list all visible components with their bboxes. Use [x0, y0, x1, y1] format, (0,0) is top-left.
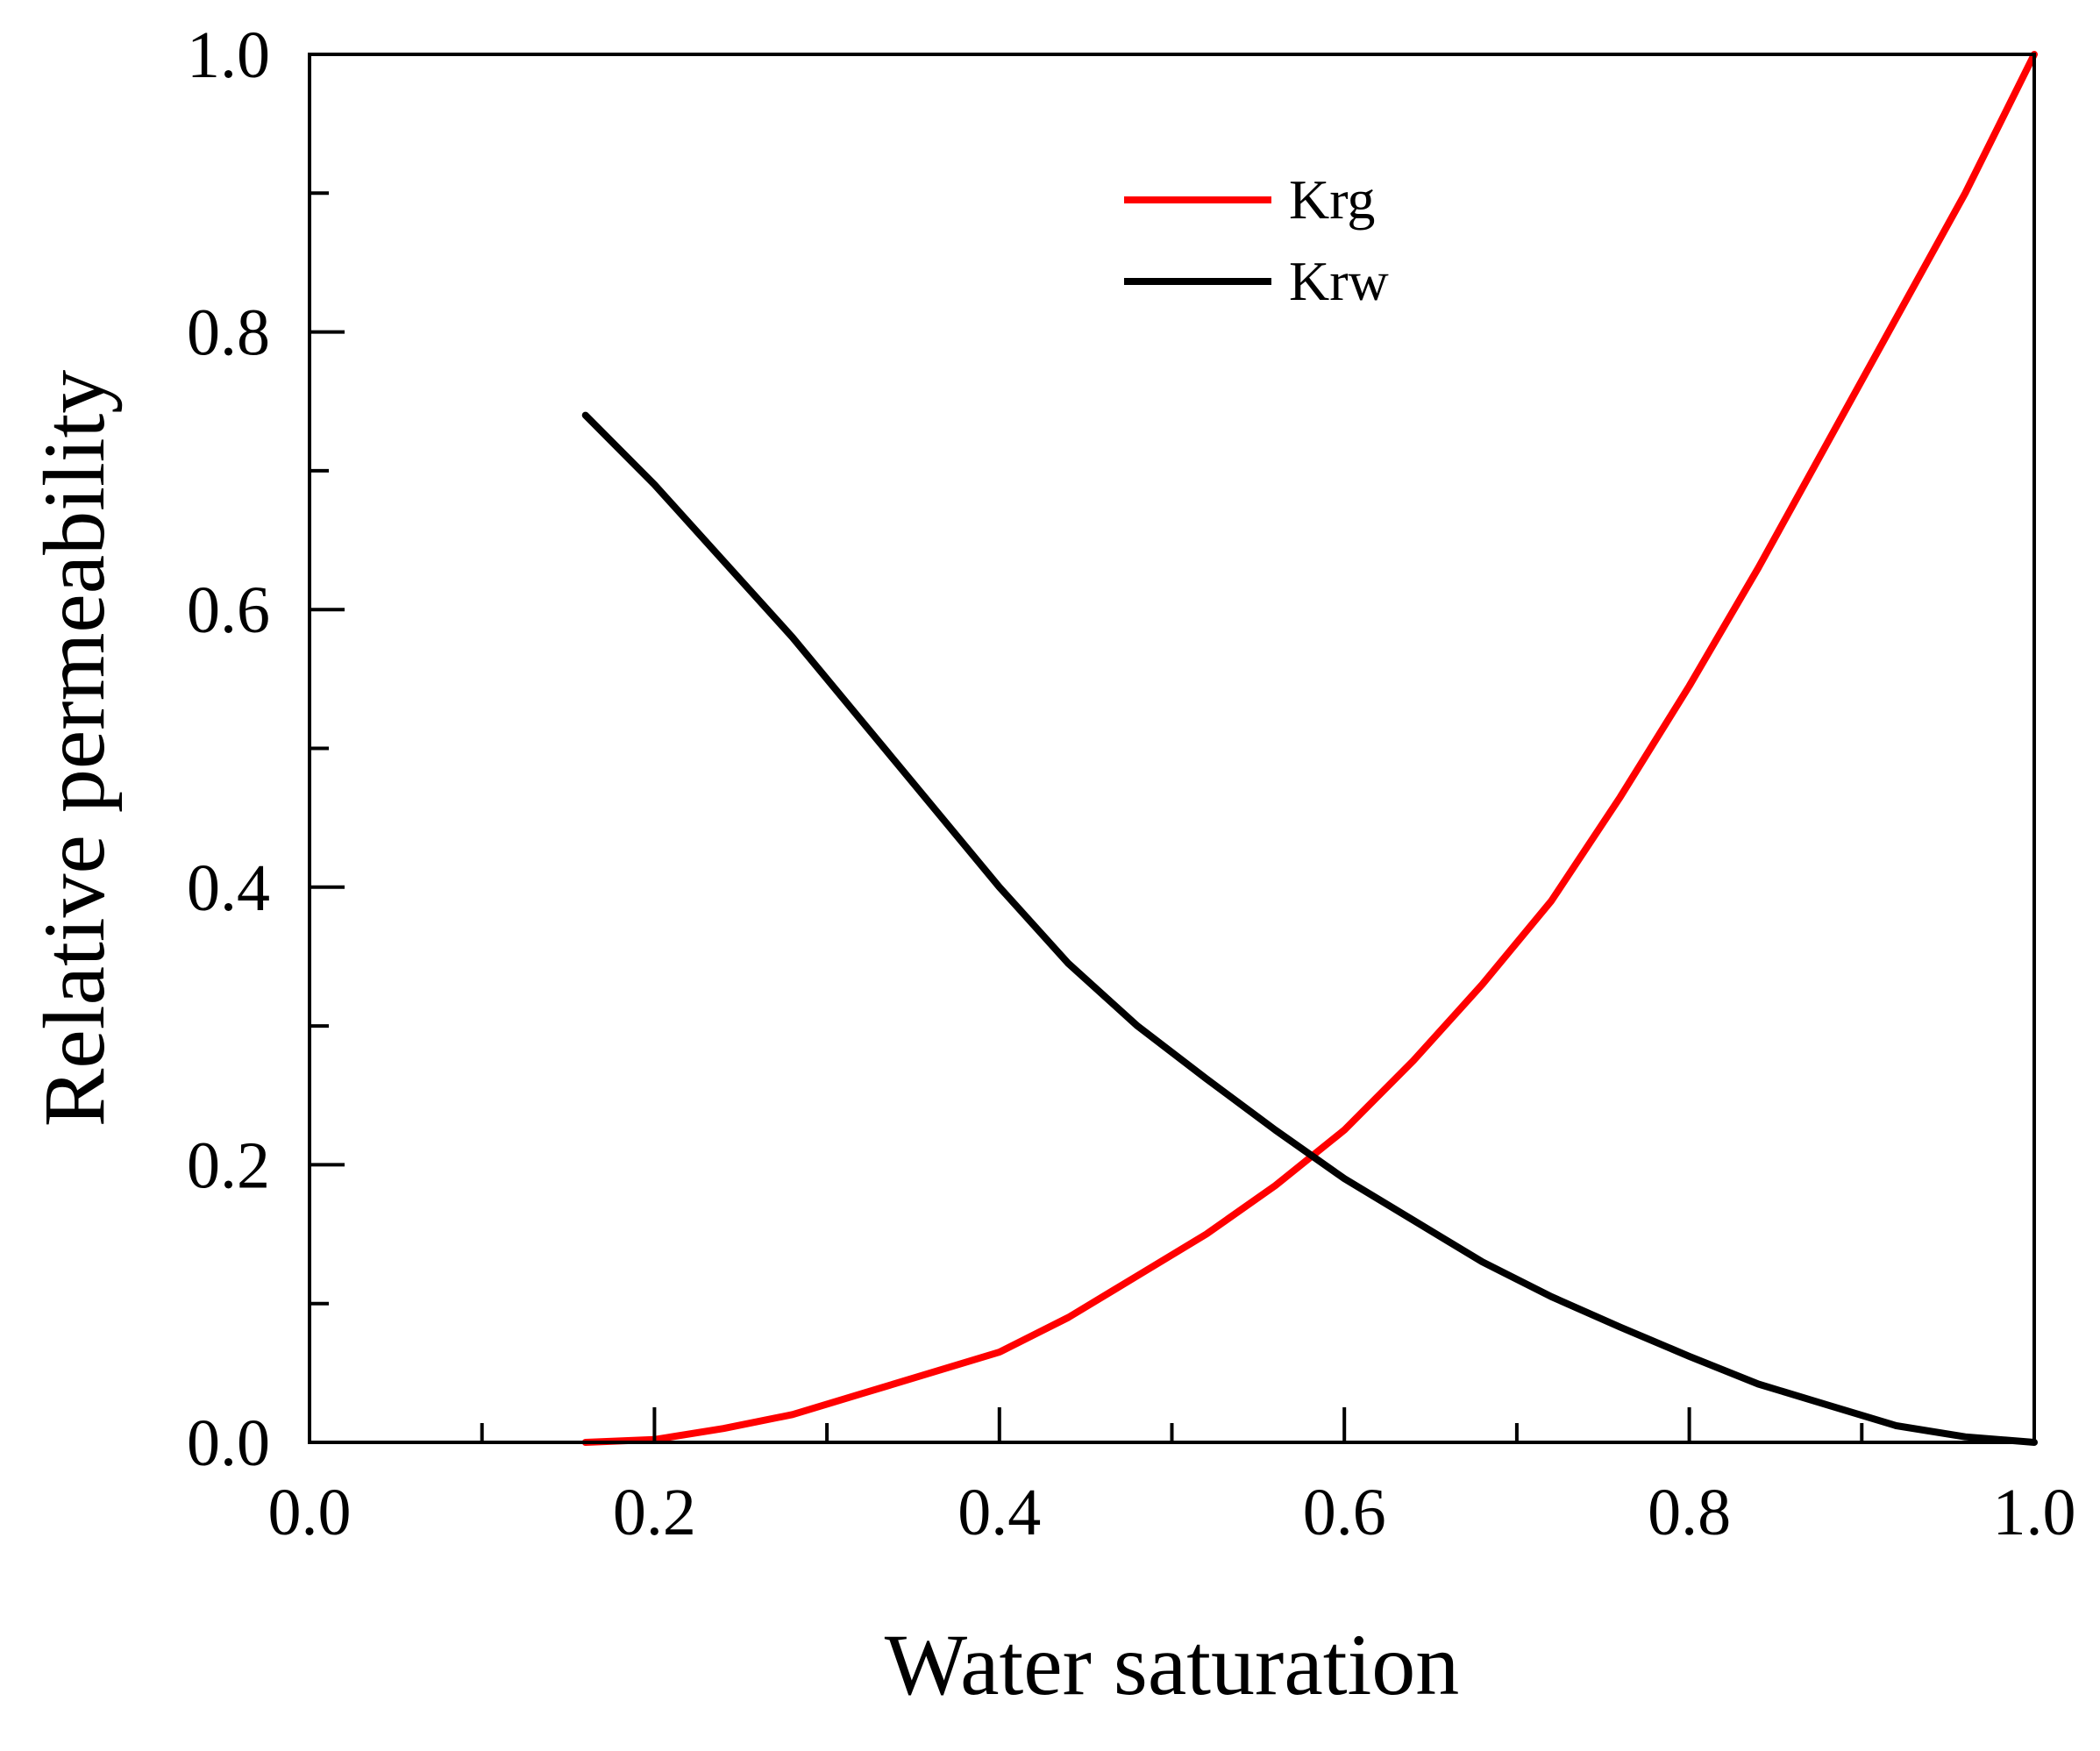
x-tick-label: 0.8 — [1648, 1476, 1731, 1549]
legend-label-krg: Krg — [1289, 168, 1375, 231]
x-tick-label: 0.4 — [957, 1476, 1041, 1549]
y-tick-label: 0.8 — [187, 296, 270, 370]
x-tick-label: 0.2 — [613, 1476, 696, 1549]
y-tick-label: 0.2 — [187, 1128, 270, 1202]
y-axis-title: Relative permeability — [25, 370, 123, 1128]
legend: Krg Krw — [1124, 168, 1389, 312]
tick-labels-layer: 0.0 0.2 0.4 0.6 0.8 1.0 0.0 0.2 0.4 0.6 0.8 1.0 — [187, 18, 2076, 1549]
y-tick-label: 0.0 — [187, 1406, 270, 1480]
y-tick-label: 0.6 — [187, 573, 270, 647]
legend-label-krw: Krw — [1289, 250, 1389, 312]
ticks-layer — [308, 53, 2036, 1444]
y-tick-label: 0.4 — [187, 851, 270, 925]
series-layer — [581, 51, 2038, 1446]
series-line-krw — [581, 411, 2038, 1446]
y-tick-label: 1.0 — [187, 18, 270, 92]
x-tick-label: 0.0 — [268, 1476, 352, 1549]
x-tick-label: 1.0 — [1993, 1476, 2076, 1549]
x-tick-label: 0.6 — [1303, 1476, 1386, 1549]
x-axis-title: Water saturation — [885, 1616, 1460, 1713]
